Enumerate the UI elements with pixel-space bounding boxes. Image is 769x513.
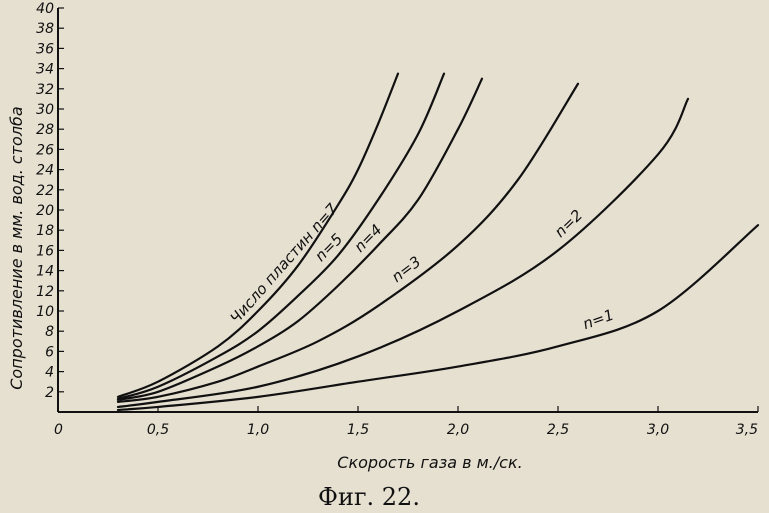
series-line — [116, 77, 484, 401]
y-tick-label: 24 — [36, 163, 54, 179]
y-tick-label: 18 — [36, 223, 54, 239]
y-tick-label: 40 — [36, 1, 54, 17]
x-tick-label: 2,5 — [547, 422, 569, 438]
series-label: n=3 — [388, 253, 424, 286]
y-tick-label: 30 — [36, 102, 54, 118]
figure-caption: Фиг. 22. — [318, 483, 420, 511]
y-tick-label: 32 — [36, 82, 54, 98]
series-line — [116, 82, 580, 403]
y-tick-label: 36 — [36, 41, 54, 57]
y-tick-label: 26 — [36, 142, 54, 158]
x-tick-label: 1,5 — [347, 422, 369, 438]
series-line — [116, 72, 400, 398]
y-tick-label: 28 — [36, 122, 54, 138]
x-tick-label: 3,5 — [736, 422, 758, 438]
x-tick-label: 2,0 — [447, 422, 469, 438]
series-label: n=4 — [351, 221, 386, 256]
y-tick-label: 6 — [45, 344, 54, 360]
series-label: n=2 — [551, 206, 586, 241]
y-tick-label: 2 — [45, 385, 54, 401]
x-axis-title: Скорость газа в м./ск. — [337, 453, 522, 472]
y-tick-label: 8 — [45, 324, 54, 340]
x-tick-label: 0 — [54, 422, 63, 438]
y-tick-label: 14 — [36, 264, 54, 280]
y-tick-label: 4 — [45, 365, 54, 381]
y-tick-label: 22 — [36, 183, 54, 199]
y-tick-label: 34 — [36, 62, 54, 78]
series-label: n=1 — [580, 306, 616, 334]
y-axis-title: Сопротивление в мм. вод. столба — [7, 106, 26, 389]
y-tick-label: 12 — [36, 284, 54, 300]
x-tick-label: 1,0 — [247, 422, 269, 438]
y-tick-label: 16 — [36, 243, 54, 259]
series-line — [116, 97, 690, 409]
y-tick-label: 38 — [36, 21, 54, 37]
series-line — [116, 224, 760, 412]
x-tick-label: 0,5 — [147, 422, 169, 438]
y-tick-label: 10 — [36, 304, 54, 320]
y-tick-label: 20 — [36, 203, 54, 219]
x-tick-label: 3,0 — [647, 422, 669, 438]
series-line — [116, 72, 446, 400]
